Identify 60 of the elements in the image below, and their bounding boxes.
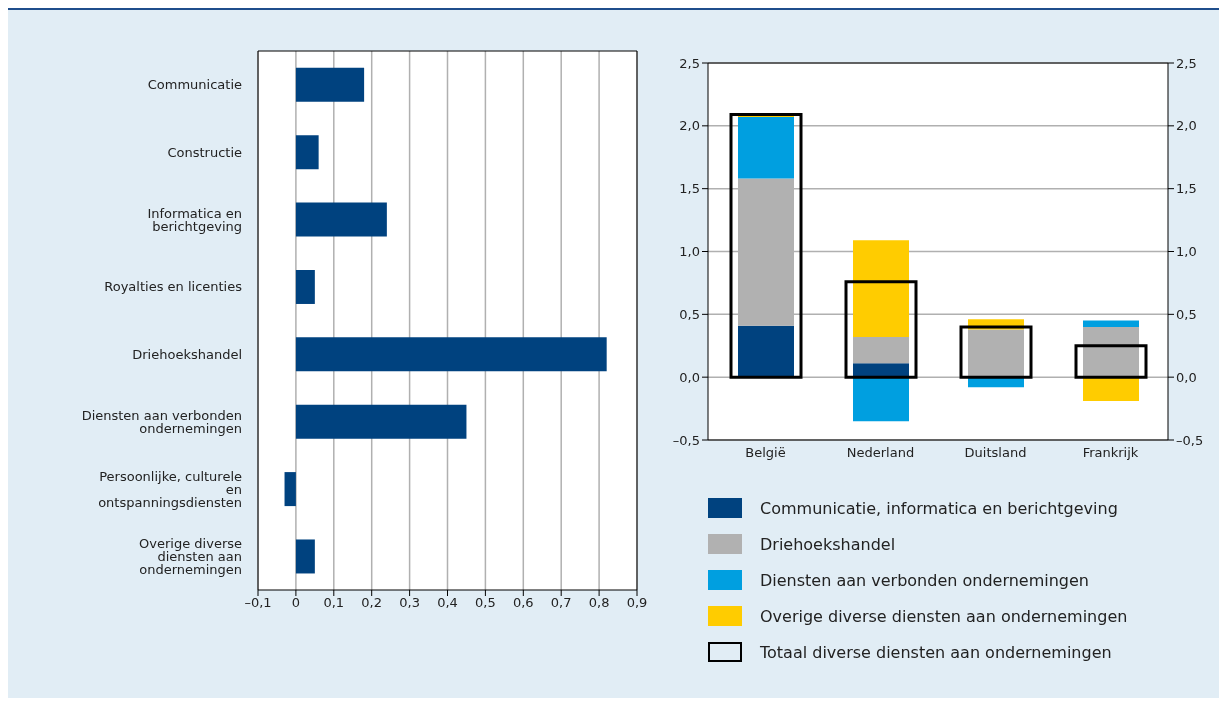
x-tick-label: –0,1 bbox=[244, 595, 272, 611]
y-tick-label: 1,0 bbox=[679, 244, 700, 260]
x-tick-label: Duitsland bbox=[964, 445, 1027, 461]
x-tick-label: 0,9 bbox=[626, 595, 648, 611]
legend-label: Driehoekshandel bbox=[760, 534, 896, 554]
y-tick-label: 0,0 bbox=[679, 369, 700, 385]
y-tick-label: 2,0 bbox=[679, 118, 700, 134]
y2-tick-label: 0,5 bbox=[1176, 306, 1197, 322]
x-tick-label: 0,7 bbox=[550, 595, 572, 611]
bar bbox=[1083, 377, 1139, 402]
y-tick-label: Communicatie bbox=[147, 77, 242, 93]
y2-tick-label: 2,0 bbox=[1176, 118, 1197, 134]
bar bbox=[284, 472, 296, 507]
y-tick-label: Royalties en licenties bbox=[104, 279, 243, 295]
x-tick-label: 0,1 bbox=[323, 595, 345, 611]
x-tick-label: 0,8 bbox=[588, 595, 610, 611]
y-tick-label: 0,5 bbox=[679, 306, 700, 322]
y2-tick-label: 1,5 bbox=[1176, 181, 1197, 197]
x-tick-label: 0,2 bbox=[361, 595, 383, 611]
bar bbox=[295, 202, 387, 237]
y-tick-label: Constructie bbox=[167, 144, 242, 160]
x-tick-label: België bbox=[745, 445, 786, 461]
bar bbox=[295, 135, 319, 170]
legend-label: Diensten aan verbonden ondernemingen bbox=[760, 570, 1089, 590]
y-tick-label: Diensten aan verbonden ondernemingen bbox=[81, 407, 242, 436]
y-tick-label: 1,5 bbox=[679, 181, 700, 197]
bar bbox=[738, 117, 794, 179]
y2-tick-label: 0,0 bbox=[1176, 369, 1197, 385]
x-tick-label: Nederland bbox=[846, 445, 915, 461]
y-tick-label: Informatica en berichtgeving bbox=[147, 205, 242, 234]
x-tick-label: 0,4 bbox=[437, 595, 458, 611]
x-tick-label: Frankrijk bbox=[1082, 445, 1139, 461]
bar bbox=[1083, 326, 1139, 378]
bar bbox=[853, 363, 909, 378]
x-tick-label: 0,3 bbox=[399, 595, 420, 611]
bar bbox=[729, 113, 803, 379]
x-tick-label: 0,5 bbox=[475, 595, 496, 611]
legend-label: Overige diverse diensten aan ondernemingen bbox=[760, 606, 1128, 626]
y-tick-label: 2,5 bbox=[679, 55, 700, 71]
bar bbox=[295, 337, 607, 372]
legend-label: Totaal diverse diensten aan ondernemingen bbox=[760, 642, 1112, 662]
bar bbox=[295, 269, 315, 304]
bar bbox=[853, 377, 909, 422]
y2-tick-label: –0,5 bbox=[1176, 432, 1204, 448]
x-tick-label: 0,6 bbox=[512, 595, 534, 611]
legend-label: Communicatie, informatica en berichtgeving bbox=[760, 498, 1118, 518]
y-tick-label: –0,5 bbox=[672, 432, 700, 448]
bar bbox=[853, 336, 909, 364]
bar bbox=[295, 539, 315, 574]
bar bbox=[738, 325, 794, 378]
bar bbox=[295, 404, 467, 439]
y-tick-label: Driehoekshandel bbox=[132, 346, 242, 362]
x-tick-label: 0 bbox=[291, 595, 301, 611]
y-tick-label: Persoonlijke, culturele en ontspanningsdiensten bbox=[98, 468, 242, 510]
y-tick-label: Overige diverse diensten aan ondernemingen bbox=[139, 535, 242, 577]
y2-tick-label: 1,0 bbox=[1176, 244, 1197, 260]
y2-tick-label: 2,5 bbox=[1176, 55, 1197, 71]
bar bbox=[1083, 320, 1139, 327]
bar bbox=[853, 240, 909, 337]
bar bbox=[295, 67, 365, 102]
